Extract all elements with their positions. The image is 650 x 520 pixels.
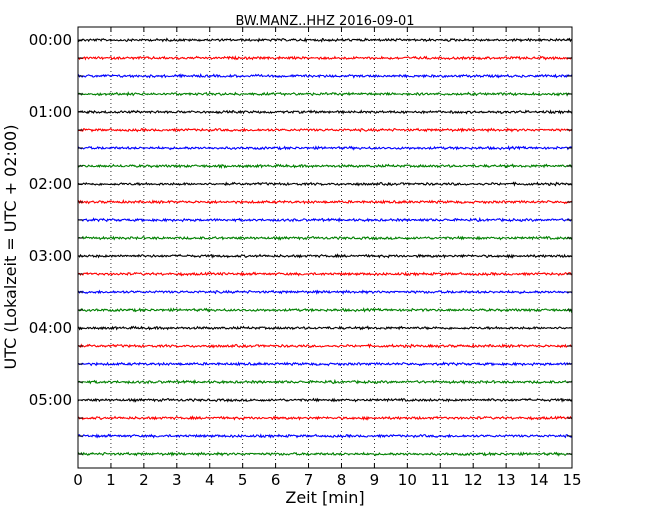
trace-line [77, 181, 573, 187]
x-axis-label: Zeit [min] [285, 488, 364, 507]
y-tick-label: 05:00 [29, 391, 72, 409]
x-tick-label: 3 [172, 471, 182, 489]
trace-line [77, 325, 573, 331]
x-tick-label: 14 [530, 471, 549, 489]
y-tick-label: 00:00 [29, 31, 72, 49]
trace-line [77, 163, 573, 169]
trace-line [77, 433, 573, 439]
trace-line [77, 37, 573, 43]
x-axis-ticks: 0 1 2 3 4 5 6 7 8 9 10 11 12 13 14 15 [73, 27, 582, 489]
trace-line [77, 451, 573, 457]
trace-line [77, 145, 573, 151]
grid-lines [110, 27, 540, 468]
x-tick-label: 9 [370, 471, 380, 489]
trace-line [77, 235, 573, 241]
x-tick-label: 15 [562, 471, 581, 489]
trace-line [77, 397, 573, 403]
y-tick-label: 04:00 [29, 319, 72, 337]
trace-line [77, 73, 573, 79]
x-tick-label: 4 [205, 471, 215, 489]
trace-line [77, 127, 573, 133]
trace-line [77, 271, 573, 277]
x-tick-label: 8 [337, 471, 347, 489]
chart-title: BW.MANZ..HHZ 2016-09-01 [235, 14, 414, 29]
trace-line [77, 307, 573, 314]
x-tick-label: 7 [304, 471, 314, 489]
trace-line [77, 253, 573, 259]
trace-line [77, 289, 573, 295]
y-tick-label: 03:00 [29, 247, 72, 265]
x-tick-label: 13 [497, 471, 516, 489]
x-tick-label: 6 [271, 471, 281, 489]
trace-line [77, 378, 573, 385]
trace-line [77, 91, 573, 97]
x-tick-label: 1 [106, 471, 116, 489]
y-tick-label: 01:00 [29, 103, 72, 121]
y-axis-ticks: 00:00 01:00 02:00 03:00 04:00 05:00 [29, 31, 572, 455]
y-tick-label: 02:00 [29, 175, 72, 193]
trace-line [77, 361, 573, 367]
trace-line [77, 216, 573, 223]
x-tick-label: 12 [464, 471, 483, 489]
x-tick-label: 0 [73, 471, 83, 489]
trace-line [77, 342, 573, 349]
trace-line [77, 55, 573, 61]
trace-line [77, 109, 573, 115]
y-axis-label: UTC (Lokalzeit = UTC + 02:00) [1, 125, 20, 370]
x-tick-label: 10 [398, 471, 417, 489]
plot-frame [77, 26, 573, 469]
traces [77, 37, 573, 457]
x-tick-label: 5 [238, 471, 248, 489]
trace-line [77, 198, 573, 205]
x-tick-label: 2 [139, 471, 149, 489]
x-tick-label: 11 [431, 471, 450, 489]
trace-line [77, 415, 573, 421]
